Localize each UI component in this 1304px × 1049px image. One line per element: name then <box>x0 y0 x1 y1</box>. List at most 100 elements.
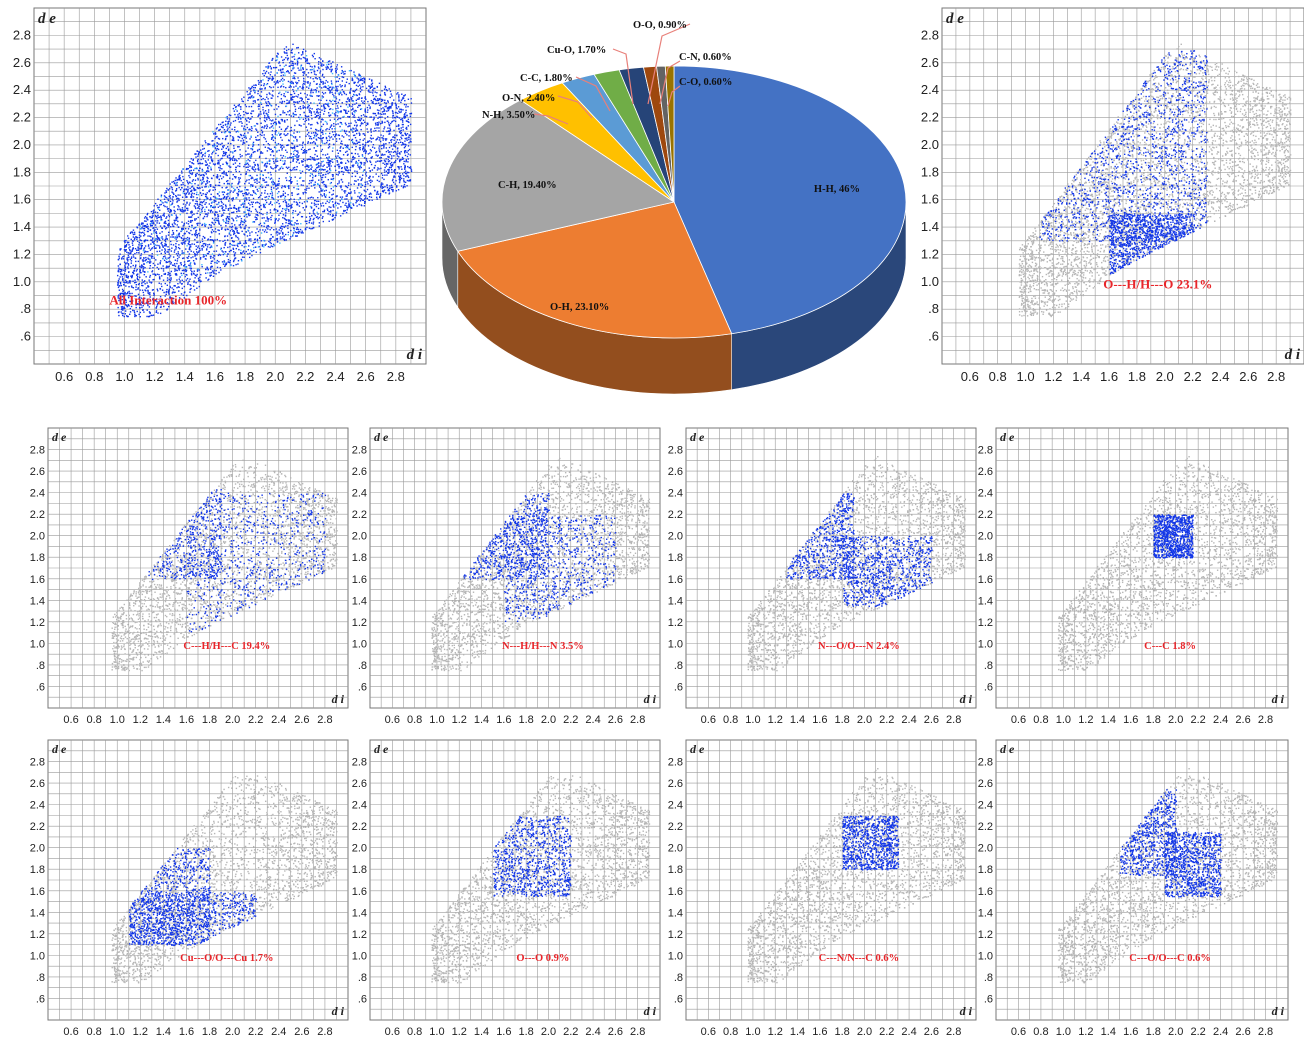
point <box>285 57 287 59</box>
point <box>399 158 401 161</box>
point <box>354 136 357 139</box>
point <box>260 113 262 115</box>
point <box>167 305 170 308</box>
point <box>340 111 342 113</box>
point <box>286 144 288 147</box>
point <box>303 80 305 82</box>
point <box>300 54 303 56</box>
point <box>403 115 406 118</box>
point <box>229 207 231 209</box>
point <box>344 190 347 192</box>
point <box>365 150 367 152</box>
point <box>270 68 273 70</box>
point <box>187 183 190 185</box>
point <box>183 252 186 255</box>
point <box>123 273 125 276</box>
point <box>383 110 385 113</box>
point <box>206 246 209 248</box>
point <box>158 216 161 218</box>
point <box>264 87 266 89</box>
point <box>272 57 274 60</box>
point <box>165 222 167 225</box>
point <box>209 239 212 241</box>
point <box>337 134 340 136</box>
point <box>263 217 265 219</box>
point <box>172 297 175 300</box>
point <box>121 269 123 271</box>
point <box>237 118 240 120</box>
point <box>275 232 278 234</box>
point <box>304 191 306 193</box>
point <box>393 175 395 177</box>
point <box>150 243 152 245</box>
point <box>369 116 371 118</box>
point <box>292 212 294 214</box>
point <box>170 278 172 280</box>
point <box>362 139 364 142</box>
point <box>169 279 172 282</box>
point <box>202 179 204 181</box>
point <box>297 231 299 234</box>
point <box>366 181 368 183</box>
point <box>183 199 185 202</box>
point <box>268 144 271 146</box>
point <box>332 218 335 220</box>
point <box>302 82 305 85</box>
point <box>343 73 345 75</box>
point <box>241 252 243 255</box>
point <box>304 166 306 168</box>
point <box>269 192 272 195</box>
point <box>192 199 194 201</box>
point <box>303 180 305 182</box>
point <box>332 86 334 88</box>
point <box>290 220 292 222</box>
point <box>225 262 228 264</box>
point <box>252 221 254 223</box>
point <box>258 202 261 205</box>
point <box>216 174 219 176</box>
point <box>237 236 239 239</box>
point <box>330 165 332 167</box>
point <box>317 112 320 114</box>
point <box>388 108 390 110</box>
point <box>325 79 327 82</box>
point <box>255 128 257 130</box>
point <box>352 95 354 98</box>
point <box>255 210 258 212</box>
point <box>312 55 314 58</box>
point <box>310 222 313 224</box>
point <box>359 74 361 77</box>
point <box>117 282 119 284</box>
point <box>376 191 378 194</box>
point <box>283 239 286 242</box>
point <box>310 127 312 130</box>
point <box>216 259 219 262</box>
point <box>315 77 317 79</box>
point <box>306 133 309 136</box>
point <box>262 229 264 231</box>
point <box>292 115 295 118</box>
point <box>134 266 137 268</box>
point <box>335 185 338 188</box>
point <box>179 189 182 191</box>
point <box>275 82 277 85</box>
point <box>257 165 259 167</box>
point <box>315 129 318 131</box>
point <box>275 121 277 123</box>
point <box>118 285 120 287</box>
point <box>311 54 314 57</box>
point <box>130 251 132 253</box>
point <box>408 121 410 124</box>
point <box>219 167 221 169</box>
point <box>403 175 405 177</box>
point <box>333 100 336 103</box>
point <box>173 212 176 215</box>
point <box>354 157 356 159</box>
point <box>205 248 208 250</box>
point <box>177 226 180 228</box>
point <box>173 209 175 212</box>
point <box>370 128 372 130</box>
point <box>226 156 229 158</box>
point <box>243 200 246 203</box>
point <box>293 145 296 147</box>
